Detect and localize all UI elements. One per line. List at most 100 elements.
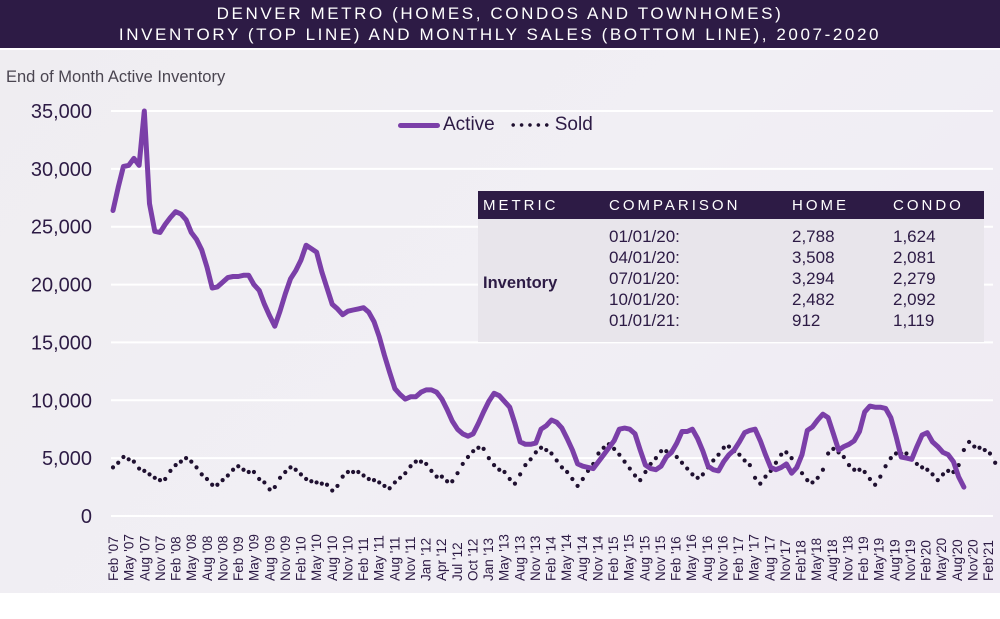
sold-point — [721, 445, 726, 450]
sold-point — [319, 481, 324, 486]
sold-point — [565, 469, 570, 475]
legend-active-label: Active — [443, 114, 495, 135]
sold-point — [622, 459, 627, 464]
sold-point — [330, 488, 335, 493]
sold-point — [491, 462, 497, 468]
x-tick-label: Feb'21 — [981, 540, 996, 581]
x-tick-label: Aug '11 — [387, 537, 402, 581]
legend: Active Sold — [398, 114, 593, 136]
x-tick-label: Nov '13 — [528, 536, 543, 581]
sold-point — [142, 468, 147, 473]
sold-point — [925, 467, 930, 472]
sold-point — [335, 483, 340, 489]
sold-point — [178, 459, 183, 464]
sold-point — [653, 456, 658, 461]
sold-point — [246, 469, 251, 475]
series-sold — [110, 439, 998, 493]
sold-point — [199, 472, 204, 477]
sold-point — [324, 482, 330, 487]
x-tick-label: Nov '07 — [153, 536, 168, 581]
sold-point — [398, 475, 403, 480]
x-tick-label: Nov '09 — [278, 536, 293, 581]
sold-point — [612, 446, 617, 451]
sold-point — [460, 461, 465, 467]
x-tick-label: Nov'19 — [903, 539, 918, 581]
x-tick-label: May '08 — [184, 534, 199, 581]
x-tick-label: Aug'20 — [950, 539, 965, 581]
table-row: 01/01/21: 912 1,119 — [478, 311, 984, 332]
x-tick-label: May'18 — [809, 538, 824, 581]
chart-title: DENVER METRO (HOMES, CONDOS AND TOWNHOME… — [0, 0, 1000, 48]
sold-point — [674, 454, 679, 460]
sold-point — [920, 465, 925, 470]
sold-point — [392, 480, 397, 485]
sold-point — [366, 476, 371, 482]
header-comparison: COMPARISON — [609, 197, 741, 214]
y-tick-label: 35,000 — [31, 101, 92, 123]
sold-point — [883, 464, 888, 469]
x-tick-label: Aug '07 — [137, 536, 152, 581]
table-row: 07/01/20: 3,294 2,279 — [478, 269, 984, 290]
sold-point — [779, 452, 784, 457]
x-tick-label: Nov '16 — [715, 536, 730, 581]
sold-point — [152, 475, 157, 480]
sold-point — [987, 451, 993, 456]
sold-point — [147, 472, 152, 477]
cell-home: 2,788 — [792, 227, 835, 246]
sold-point — [215, 482, 220, 487]
sold-point — [893, 451, 899, 456]
sold-point — [465, 454, 471, 460]
sold-point — [679, 460, 685, 465]
sold-point — [518, 472, 523, 477]
sold-point — [236, 464, 241, 469]
sold-point — [878, 474, 883, 479]
sold-point — [382, 483, 387, 489]
sold-point — [230, 467, 236, 472]
sold-point — [251, 469, 257, 475]
sold-point — [617, 452, 622, 457]
sold-point — [262, 480, 267, 485]
sold-point — [163, 476, 168, 482]
sold-point — [121, 454, 126, 460]
sold-point — [361, 473, 366, 478]
sold-point — [632, 473, 638, 478]
sold-point — [528, 457, 533, 462]
sold-point — [298, 472, 304, 477]
x-tick-label: Jul '12 — [450, 542, 465, 581]
sold-point — [935, 478, 940, 483]
sold-point — [210, 482, 215, 487]
sold-point — [314, 480, 319, 485]
x-tick-label: Aug'19 — [887, 539, 902, 581]
sold-point — [940, 472, 946, 477]
sold-point — [110, 465, 116, 470]
sold-point — [126, 457, 131, 462]
inventory-comparison-table: METRIC COMPARISON HOME CONDO Inventory 0… — [478, 191, 984, 342]
sold-point — [659, 449, 664, 454]
sold-point — [351, 469, 356, 475]
x-tick-label: Feb'20 — [919, 540, 934, 581]
sold-point — [742, 458, 747, 463]
sold-point — [434, 474, 439, 479]
x-tick-label: May '10 — [309, 534, 324, 581]
y-axis-label: End of Month Active Inventory — [6, 68, 226, 86]
sold-point — [862, 469, 867, 475]
sold-point — [993, 460, 998, 465]
sold-point — [961, 447, 966, 453]
x-tick-label: Feb '17 — [731, 536, 746, 581]
sold-point — [873, 482, 878, 487]
sold-point — [497, 467, 502, 472]
sold-point — [544, 447, 549, 453]
sold-point — [841, 454, 846, 460]
sold-point — [283, 469, 288, 475]
x-tick-label: May '07 — [122, 534, 137, 581]
sold-point — [220, 478, 225, 483]
x-tick-label: Aug '14 — [575, 535, 590, 581]
sold-point — [700, 472, 705, 477]
sold-point — [758, 481, 763, 486]
sold-point — [982, 447, 987, 453]
sold-point — [387, 486, 392, 491]
x-tick-label: Oct '12 — [465, 539, 480, 581]
table-header: METRIC COMPARISON HOME CONDO — [478, 191, 984, 219]
cell-condo: 1,624 — [893, 227, 936, 246]
sold-point — [507, 476, 512, 482]
